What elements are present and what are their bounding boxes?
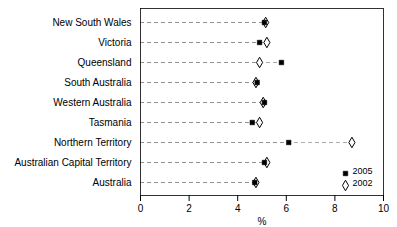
svg-text:Queensland: Queensland bbox=[78, 57, 132, 68]
svg-text:0: 0 bbox=[138, 203, 144, 214]
svg-text:4: 4 bbox=[235, 203, 241, 214]
svg-text:6: 6 bbox=[284, 203, 290, 214]
svg-text:South Australia: South Australia bbox=[64, 77, 132, 88]
svg-text:%: % bbox=[258, 216, 267, 227]
svg-text:Tasmania: Tasmania bbox=[89, 117, 132, 128]
svg-text:Northern Territory: Northern Territory bbox=[54, 137, 132, 148]
svg-text:Australia: Australia bbox=[93, 177, 132, 188]
svg-text:Western Australia: Western Australia bbox=[53, 97, 132, 108]
svg-text:New South Wales: New South Wales bbox=[52, 17, 131, 28]
svg-text:2005: 2005 bbox=[353, 166, 373, 176]
svg-text:2002: 2002 bbox=[353, 178, 373, 188]
svg-text:Australian Capital Territory: Australian Capital Territory bbox=[14, 157, 131, 168]
svg-text:8: 8 bbox=[332, 203, 338, 214]
svg-text:Victoria: Victoria bbox=[98, 37, 132, 48]
svg-text:2: 2 bbox=[186, 203, 192, 214]
svg-text:10: 10 bbox=[378, 203, 390, 214]
